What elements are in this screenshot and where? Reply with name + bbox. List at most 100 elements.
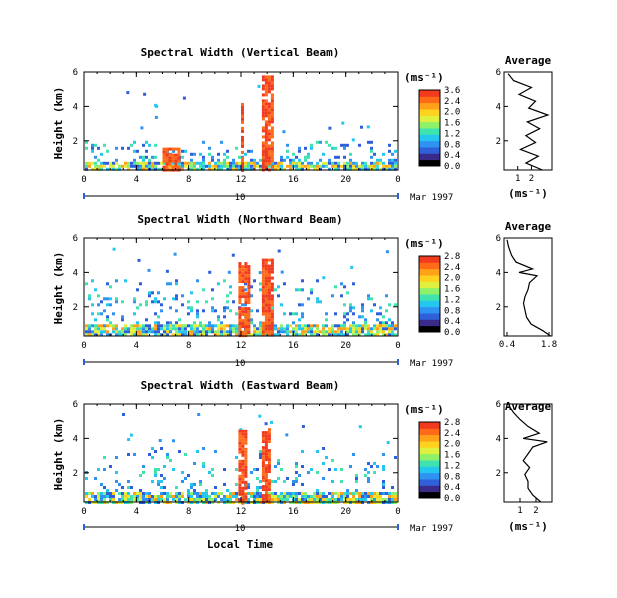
heatmap-cell	[232, 330, 235, 334]
heatmap-cell	[370, 498, 373, 501]
x-tick-label: 20	[340, 507, 351, 517]
heatmap-cell	[181, 495, 184, 498]
heatmap-cell	[139, 333, 142, 337]
heatmap-cell	[280, 303, 283, 307]
burst-cell	[261, 258, 265, 262]
burst-cell	[247, 265, 251, 269]
burst-cell	[264, 90, 268, 94]
burst-cell	[241, 265, 245, 269]
heatmap-cell	[343, 161, 346, 165]
heatmap-cell	[130, 161, 133, 165]
burst-cell	[261, 147, 265, 151]
heatmap-cell	[376, 324, 379, 328]
heatmap-cell	[277, 249, 281, 253]
burst-cell	[244, 441, 248, 445]
heatmap-cell	[283, 498, 286, 501]
heatmap-cell	[376, 333, 379, 337]
heatmap-cell	[115, 167, 118, 171]
burst-cell	[261, 434, 265, 438]
heatmap-cell	[289, 330, 292, 334]
heatmap-cell	[85, 492, 88, 495]
heatmap-cell	[181, 471, 184, 474]
heatmap-cell	[358, 315, 361, 319]
heatmap-cell	[289, 312, 292, 316]
heatmap-cell	[349, 465, 352, 468]
heatmap-cell	[211, 468, 214, 471]
heatmap-cell	[130, 498, 133, 501]
burst-cell	[261, 93, 265, 97]
heatmap-cell	[235, 327, 238, 331]
burst-cell	[241, 486, 245, 490]
heatmap-cell	[319, 495, 322, 498]
burst-cell	[171, 156, 175, 160]
heatmap-cell	[151, 495, 154, 498]
burst-cell	[270, 129, 274, 133]
burst-cell	[177, 165, 181, 169]
heatmap-cell	[286, 492, 289, 495]
heatmap-cell	[88, 294, 91, 298]
heatmap-cell	[193, 489, 196, 492]
heatmap-cell	[109, 285, 112, 289]
burst-cell	[270, 111, 274, 115]
burst-cell	[267, 282, 271, 286]
heatmap-cell	[277, 285, 280, 289]
heatmap-cell	[346, 143, 349, 147]
heatmap-cell	[364, 327, 367, 331]
heatmap-cell	[301, 333, 304, 337]
heatmap-cell	[118, 492, 121, 495]
heatmap-cell	[325, 333, 328, 337]
burst-cell	[264, 135, 268, 139]
heatmap-cell	[331, 498, 334, 501]
burst-cell	[244, 465, 248, 469]
burst-cell	[238, 307, 242, 311]
colorbar-tick-label: 2.0	[444, 440, 460, 450]
heatmap-cell	[271, 480, 274, 483]
heatmap-cell	[121, 315, 124, 319]
burst-cell	[264, 156, 268, 160]
heatmap-cell	[322, 330, 325, 334]
burst-cell	[238, 450, 242, 454]
x-tick-label: 0	[395, 175, 400, 185]
burst-cell	[267, 150, 271, 154]
heatmap-cell	[124, 327, 127, 331]
heatmap-cell	[106, 282, 109, 286]
heatmap-cell	[121, 495, 124, 498]
heatmap-cell	[181, 327, 184, 331]
heatmap-cell	[193, 324, 196, 328]
heatmap-cell	[349, 167, 352, 171]
burst-cell	[241, 105, 244, 109]
heatmap-cell	[169, 459, 172, 462]
heatmap-cell	[277, 333, 280, 337]
burst-cell	[247, 289, 251, 293]
heatmap-cell	[106, 303, 109, 307]
heatmap-cell	[226, 489, 229, 492]
burst-cell	[241, 150, 244, 154]
heatmap-cell	[277, 161, 280, 165]
heatmap-cell	[178, 327, 181, 331]
heatmap-cell	[205, 300, 208, 304]
burst-cell	[165, 153, 169, 157]
heatmap-cell	[247, 164, 250, 168]
heatmap-cell	[298, 474, 301, 477]
heatmap-cell	[349, 324, 352, 328]
heatmap-cell	[169, 164, 172, 168]
burst-cell	[261, 141, 265, 145]
heatmap-cell	[334, 167, 337, 171]
heatmap-cell	[280, 324, 283, 328]
heatmap-cell	[226, 164, 229, 168]
heatmap-cell	[256, 489, 259, 492]
heatmap-cell	[121, 146, 124, 150]
heatmap-cell	[103, 324, 106, 328]
heatmap-cell	[160, 303, 163, 307]
heatmap-cell	[310, 164, 313, 168]
heatmap-cell	[205, 164, 208, 168]
heatmap-cell	[190, 330, 193, 334]
heatmap-cell	[337, 155, 340, 159]
burst-cell	[241, 271, 245, 275]
colorbar-segment	[419, 491, 440, 499]
heatmap-cell	[337, 161, 340, 165]
burst-cell	[270, 78, 274, 82]
heatmap-cell	[385, 167, 388, 171]
heatmap-cell	[187, 300, 190, 304]
burst-cell	[247, 307, 251, 311]
